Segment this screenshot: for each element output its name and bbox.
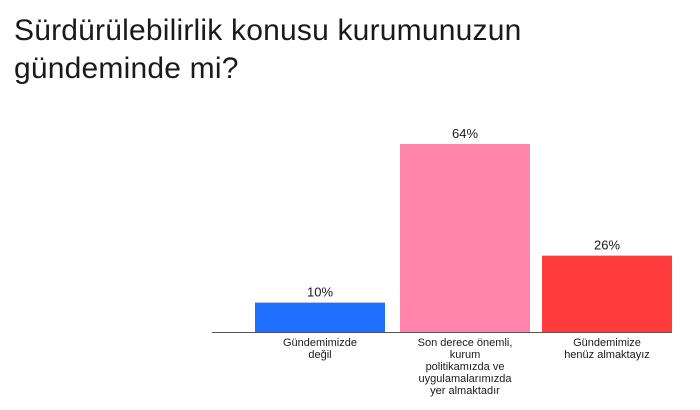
- chart-title: Sürdürülebilirlik konusu kurumunuzun gün…: [14, 14, 522, 85]
- value-label-3: 26%: [594, 238, 620, 253]
- category-label-2: Son derece önemli, kurum politikamızda ve u…: [418, 337, 513, 397]
- value-label-2: 64%: [452, 126, 478, 141]
- category-label-line: Son derece önemli,: [418, 337, 513, 349]
- category-label-line: Gündemimize: [573, 337, 641, 349]
- category-label-line: yer almaktadır: [430, 385, 500, 397]
- category-label-line: politikamızda ve: [426, 361, 505, 373]
- bar-3: [542, 255, 672, 332]
- bar-1: [255, 302, 385, 332]
- category-label-line: uygulamalarımızda: [419, 373, 513, 385]
- category-label-line: Gündemimizde: [283, 337, 357, 349]
- category-label-1: Gündemimizde değil: [283, 337, 357, 361]
- category-label-3: Gündemimize henüz almaktayız: [564, 337, 650, 361]
- category-label-line: değil: [308, 349, 331, 361]
- bar-2: [400, 144, 530, 332]
- value-label-1: 10%: [307, 285, 333, 300]
- category-label-line: henüz almaktayız: [564, 349, 650, 361]
- category-label-line: kurum: [450, 349, 481, 361]
